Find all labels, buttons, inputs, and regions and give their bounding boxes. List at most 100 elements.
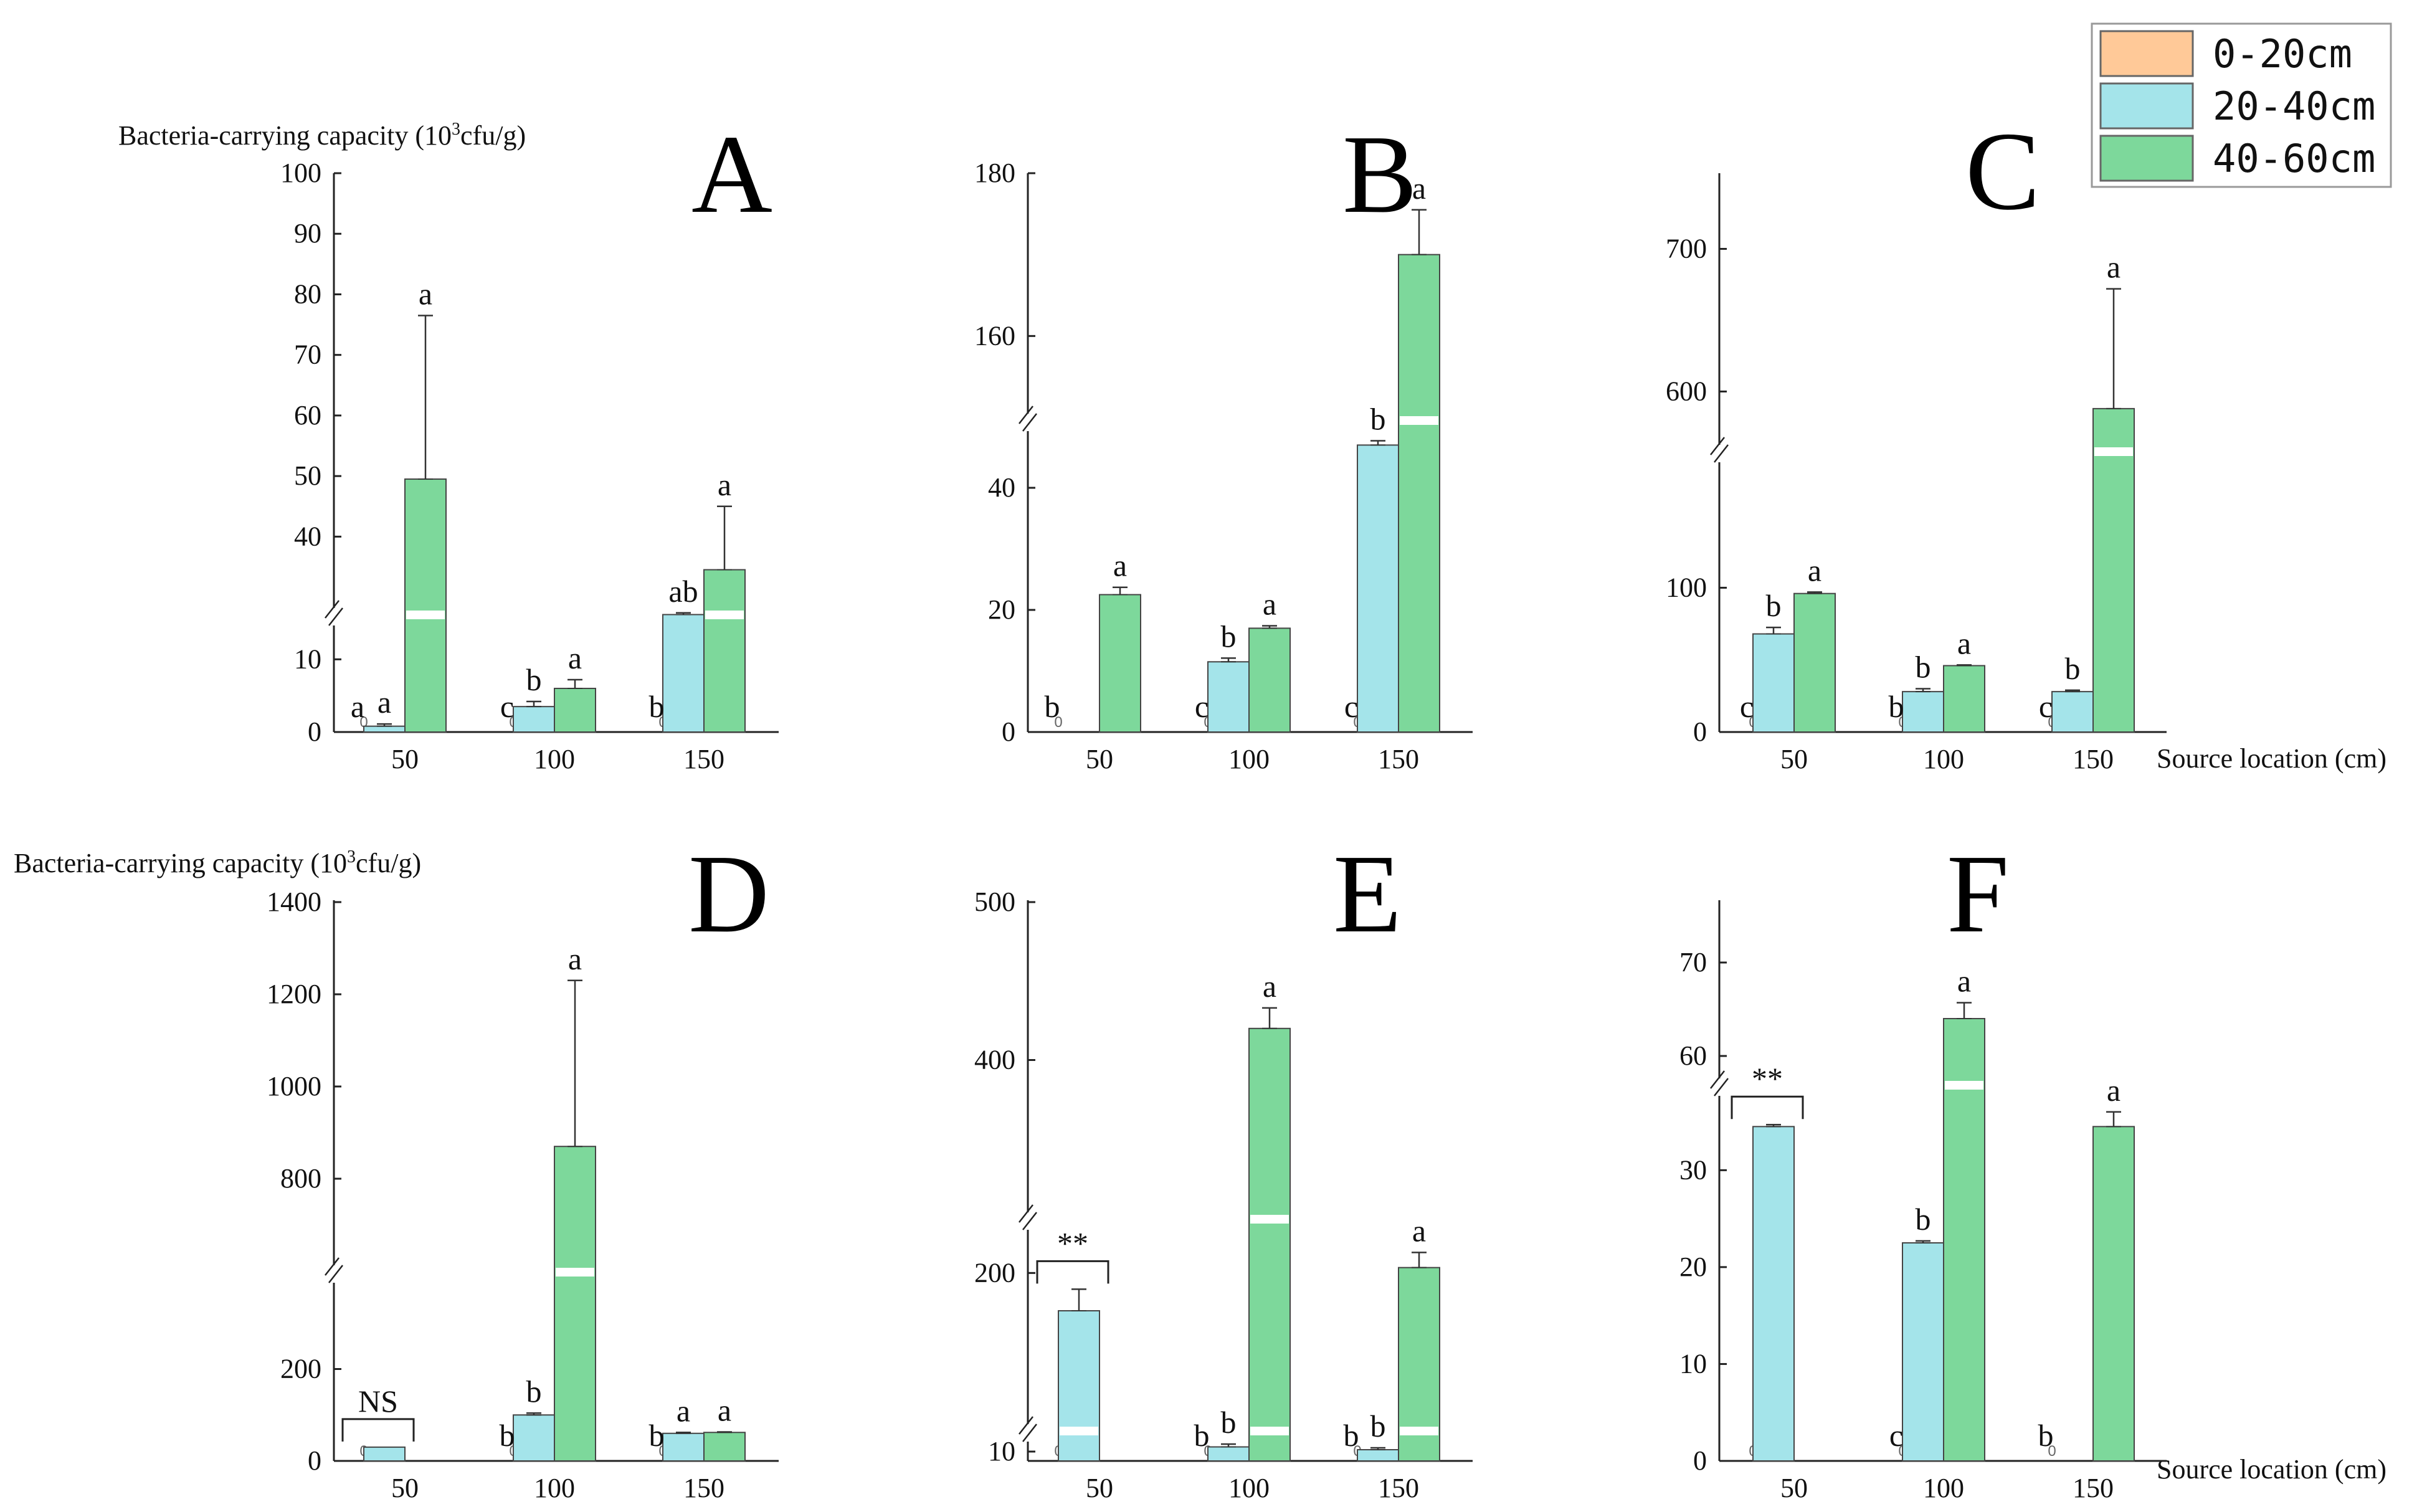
significance-letter: b	[526, 662, 542, 697]
y-tick-label: 600	[1666, 376, 1707, 406]
significance-letter: c	[1195, 689, 1209, 724]
bar-20-40cm-50	[363, 1446, 406, 1462]
bar-40-60cm-100	[554, 688, 596, 733]
bar-40-60cm-100	[1248, 627, 1291, 733]
y-tick-label: 0	[308, 716, 321, 747]
y-tick-label: 1000	[267, 1071, 321, 1101]
panel-E: E102004005005001000bba1500bba**	[974, 832, 1473, 1503]
bar-20-40cm-50	[363, 725, 406, 733]
legend-label-20-40cm: 20-40cm	[2213, 83, 2375, 129]
significance-letter: b	[2038, 1418, 2054, 1453]
y-tick-label: 700	[1666, 233, 1707, 264]
significance-letter: a	[378, 685, 391, 720]
x-tick-label: 150	[683, 744, 724, 774]
x-tick-label: 100	[1228, 1473, 1270, 1503]
significance-letter: b	[1889, 689, 1904, 724]
bar-40-60cm-150	[703, 1432, 746, 1462]
y-tick-label: 40	[988, 472, 1015, 503]
significance-letter: b	[649, 1418, 665, 1453]
comparison-bracket	[1731, 1095, 1804, 1120]
legend: 0-20cm 20-40cm 40-60cm	[2091, 22, 2392, 188]
significance-letter: a	[1957, 625, 1971, 660]
bar-40-60cm-150	[1398, 254, 1440, 733]
bar-break-band	[2094, 447, 2133, 456]
y-tick-label: 800	[280, 1163, 321, 1194]
significance-letter: a	[1808, 553, 1821, 587]
significance-letter: a	[1113, 548, 1127, 583]
significance-letter: b	[1194, 1418, 1210, 1453]
bar-20-40cm-100	[1207, 1446, 1250, 1462]
axis-break-mark	[325, 1257, 340, 1276]
significance-letter: a	[677, 1393, 690, 1428]
y-axis-title-top: Bacteria-carrying capacity (103cfu/g)	[118, 120, 526, 151]
panel-B: B02040160180500ba1000cba1500cba	[974, 112, 1473, 774]
significance-letter: b	[1766, 588, 1782, 623]
y-tick-label: 200	[974, 1257, 1015, 1288]
axis-break-mark	[328, 607, 343, 626]
significance-letter: c	[1344, 689, 1358, 724]
axis-break-mark	[1019, 1416, 1033, 1435]
axis-break-mark	[328, 1265, 343, 1283]
y-tick-label: 1400	[267, 887, 321, 917]
comparison-label: NS	[358, 1384, 398, 1419]
bar-break-band	[556, 1268, 594, 1277]
y-tick-label: 1200	[267, 979, 321, 1009]
bar-40-60cm-100	[1248, 1027, 1291, 1462]
significance-letter: c	[1889, 1418, 1903, 1453]
significance-letter: b	[1045, 689, 1060, 724]
significance-letter: a	[2107, 1073, 2120, 1108]
bar-20-40cm-150	[1357, 444, 1399, 733]
bar-40-60cm-150	[2092, 407, 2135, 733]
panel-letter-A: A	[691, 112, 772, 236]
comparison-label: **	[1752, 1061, 1783, 1096]
panel-C: C0100600700500cba1000bba1500cba	[1666, 109, 2167, 774]
x-tick-label: 150	[2073, 744, 2114, 774]
significance-letter: b	[2065, 651, 2081, 686]
y-tick-label: 400	[974, 1045, 1015, 1075]
legend-swatch-20-40cm	[2099, 82, 2194, 130]
y-tick-label: 0	[1693, 716, 1707, 747]
bar-20-40cm-50	[1058, 1310, 1100, 1462]
significance-letter: a	[718, 1393, 731, 1428]
x-tick-label: 100	[1923, 744, 1964, 774]
x-tick-label: 150	[2073, 1473, 2114, 1503]
significance-letter: b	[1221, 1405, 1237, 1440]
x-tick-label: 150	[1378, 1473, 1419, 1503]
y-tick-label: 20	[988, 594, 1015, 625]
significance-letter: a	[2107, 250, 2120, 285]
axis-break-mark	[1714, 444, 1729, 463]
axis-break-mark	[1019, 1204, 1033, 1223]
significance-letter: a	[419, 276, 432, 311]
bar-40-60cm-100	[1943, 665, 1985, 733]
comparison-label: **	[1057, 1225, 1088, 1260]
legend-swatch-0-20cm	[2099, 30, 2194, 77]
y-tick-label: 500	[974, 887, 1015, 917]
significance-letter: c	[500, 689, 514, 724]
significance-letter: b	[1370, 402, 1386, 437]
y-tick-label: 10	[294, 644, 321, 674]
bar-40-60cm-50	[1099, 594, 1141, 733]
bar-break-band	[1400, 416, 1438, 425]
comparison-bracket	[341, 1418, 415, 1442]
y-tick-label: 200	[280, 1354, 321, 1384]
x-tick-label: 50	[391, 1473, 419, 1503]
significance-letter: a	[351, 689, 364, 724]
x-tick-label: 50	[1086, 1473, 1113, 1503]
bar-40-60cm-150	[703, 569, 746, 733]
significance-letter: b	[500, 1418, 515, 1453]
comparison-bracket	[1036, 1260, 1109, 1284]
x-tick-label: 50	[391, 744, 419, 774]
bar-20-40cm-100	[1902, 691, 1944, 733]
y-tick-label: 40	[294, 521, 321, 551]
y-tick-label: 70	[1679, 947, 1707, 977]
panel-letter-E: E	[1333, 832, 1402, 956]
x-tick-label: 100	[1923, 1473, 1964, 1503]
significance-letter: a	[568, 941, 582, 976]
y-tick-label: 60	[1679, 1040, 1707, 1071]
y-tick-label: 0	[308, 1445, 321, 1476]
significance-letter: b	[1344, 1418, 1359, 1453]
significance-letter: a	[1412, 1213, 1426, 1248]
bar-20-40cm-100	[513, 706, 555, 733]
bar-20-40cm-50	[1752, 1126, 1795, 1462]
